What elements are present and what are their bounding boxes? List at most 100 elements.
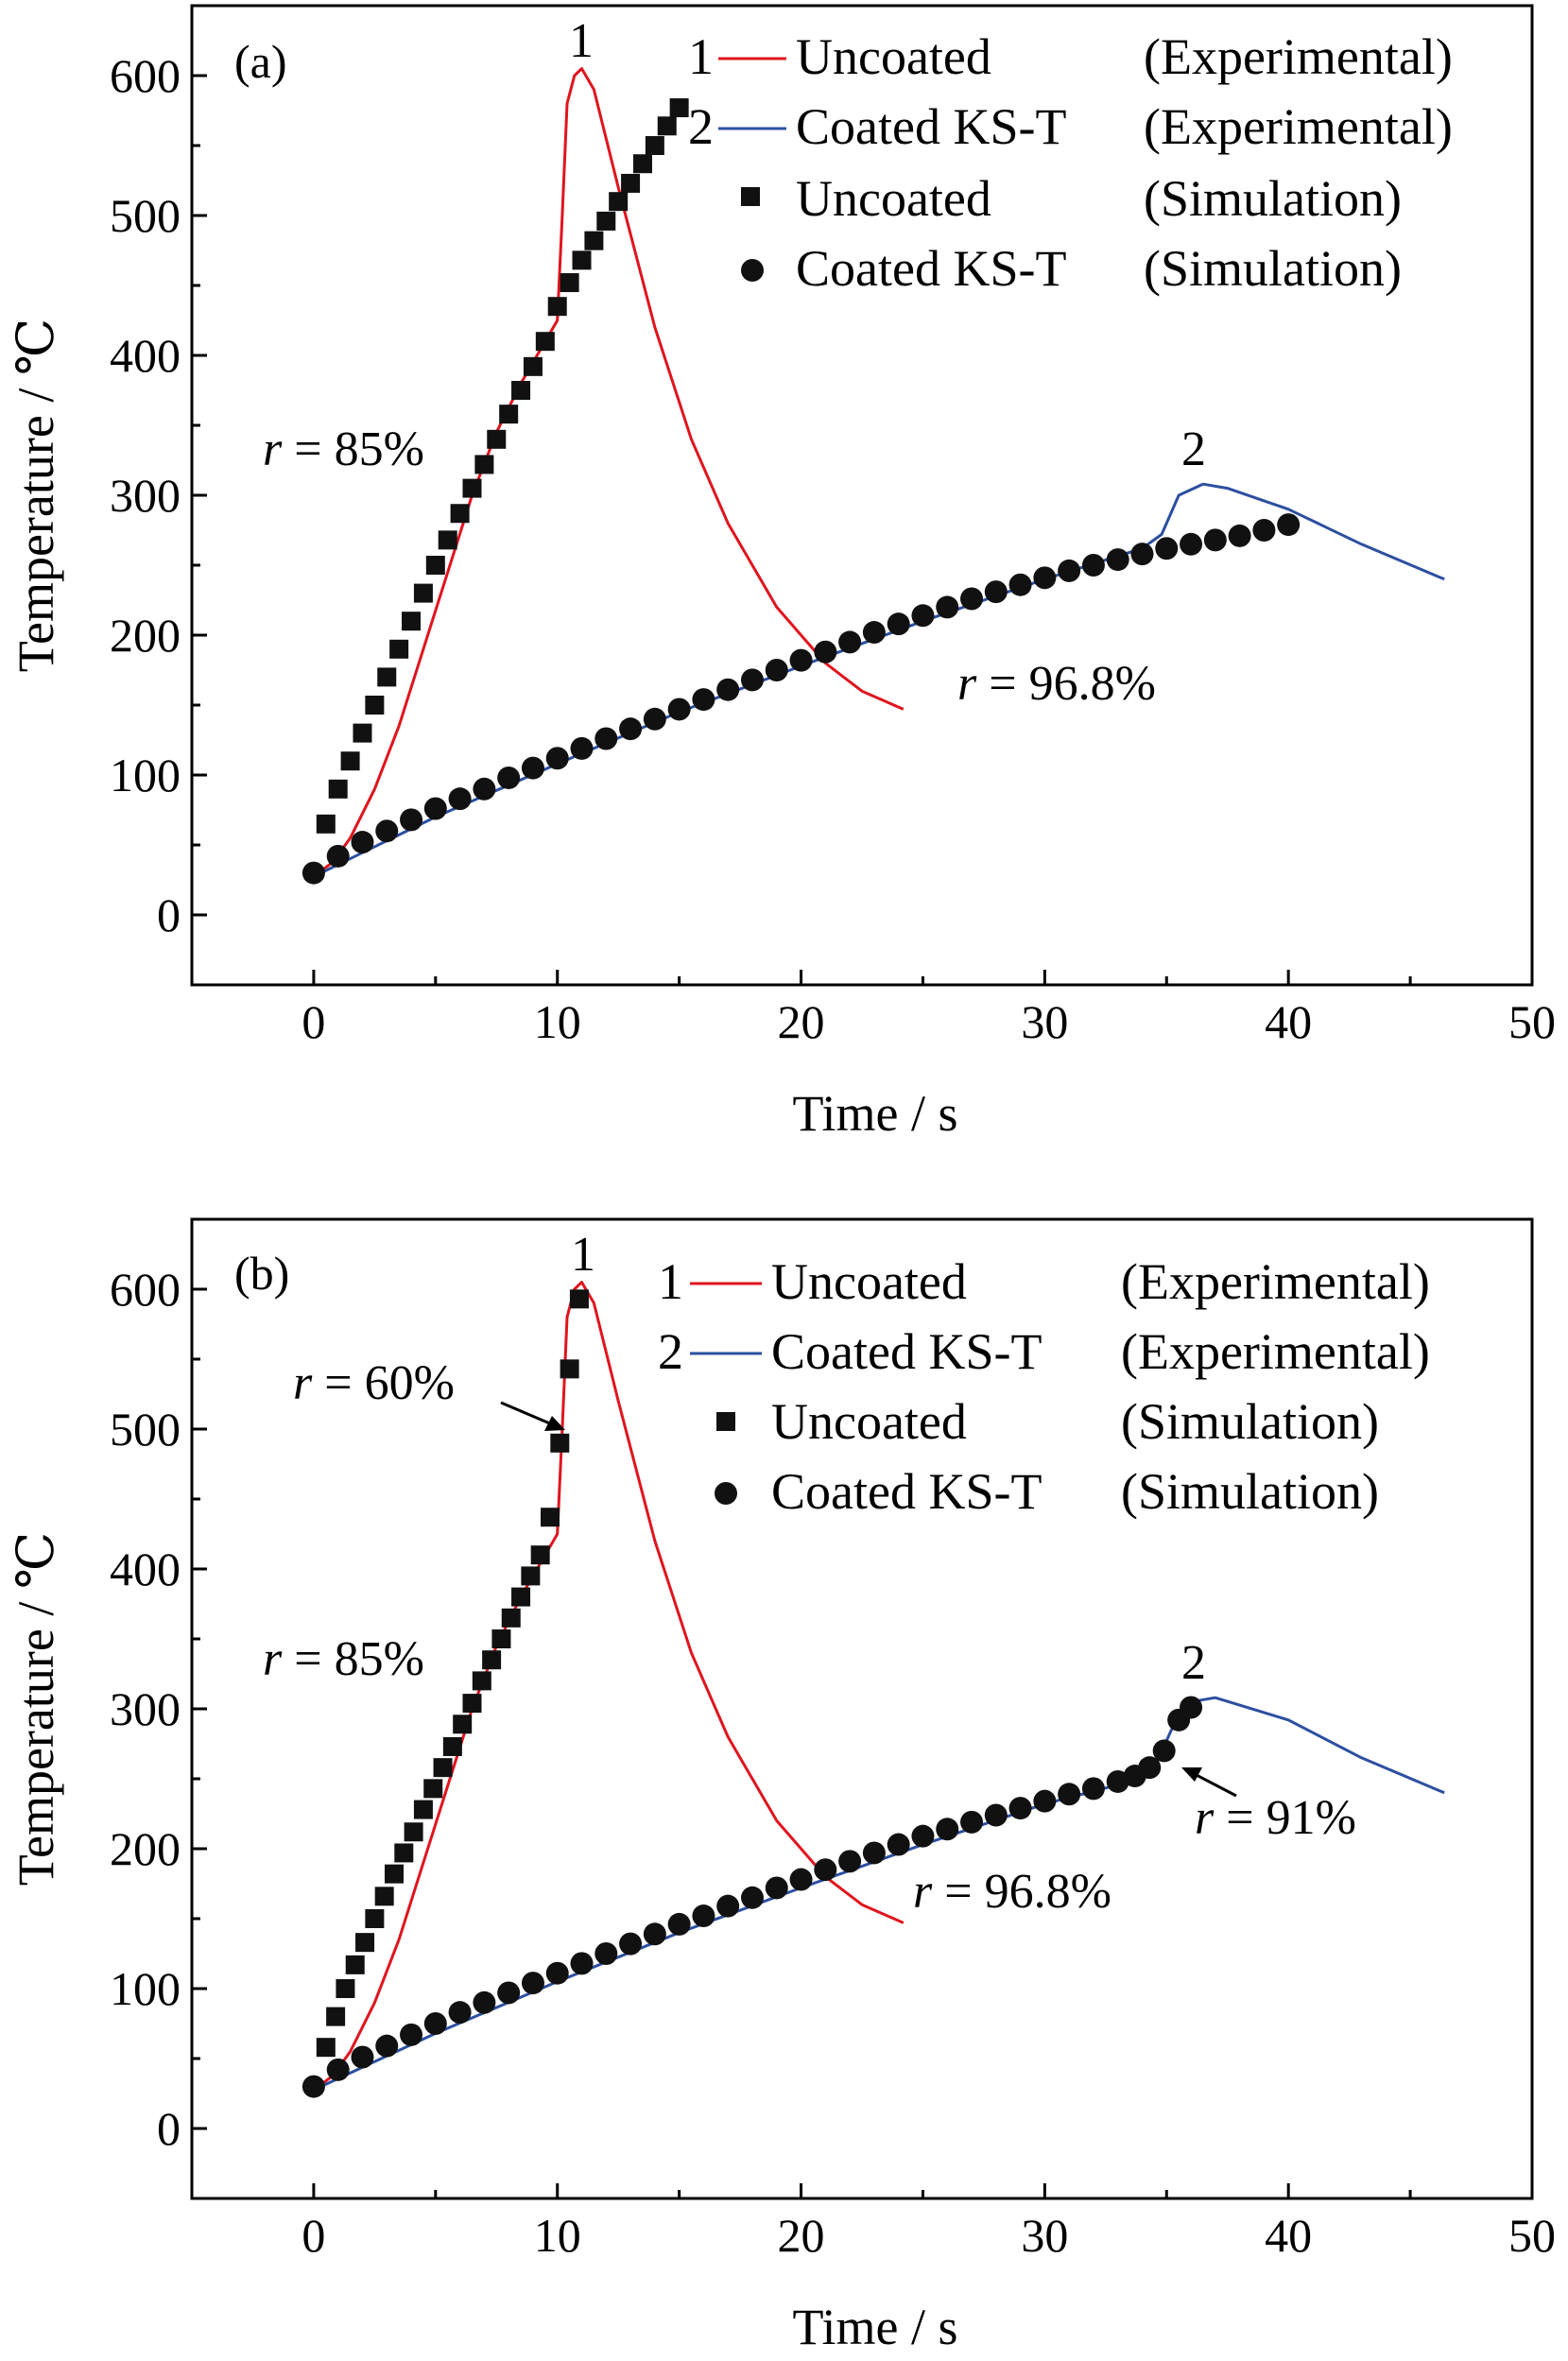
data-point-uncoated-sim <box>355 1933 375 1953</box>
data-point-coated-sim <box>326 844 350 868</box>
data-point-coated-sim <box>1180 1696 1203 1719</box>
data-point-uncoated-sim <box>511 1587 531 1607</box>
data-point-coated-sim <box>521 1972 544 1995</box>
data-point-coated-sim <box>838 630 862 654</box>
legend-marker-2: 2 <box>688 98 714 155</box>
data-point-uncoated-sim <box>345 1955 365 1974</box>
peak-label-2: 2 <box>1181 1636 1206 1690</box>
legend: 1 Uncoated (Experimental) 2 Coated KS-T … <box>658 1253 1430 1520</box>
data-point-coated-sim <box>1130 543 1154 566</box>
y-axis-label: Temperature / ℃ <box>8 319 64 672</box>
data-point-coated-sim <box>448 2001 472 2025</box>
data-point-uncoated-sim <box>560 273 579 293</box>
data-point-uncoated-sim <box>404 1822 423 1842</box>
data-point-coated-sim <box>1138 1756 1162 1780</box>
data-point-uncoated-sim <box>389 639 409 659</box>
x-tick-label: 50 <box>1508 2209 1556 2262</box>
legend-label-uncoated-sim: Uncoated <box>796 170 991 227</box>
data-point-coated-sim <box>619 1932 643 1956</box>
arrow-r-60 <box>500 1401 565 1431</box>
data-point-uncoated-sim <box>491 1629 511 1648</box>
data-point-uncoated-sim <box>472 1671 491 1691</box>
x-axis-label: Time / s <box>792 1085 957 1142</box>
data-point-uncoated-sim <box>530 1545 550 1565</box>
data-point-uncoated-sim <box>316 2038 336 2058</box>
legend-label-coated-sim: Coated KS-T <box>771 1463 1042 1520</box>
x-axis-label: Time / s <box>792 2299 957 2355</box>
data-point-coated-sim <box>960 1810 984 1834</box>
y-tick-label: 300 <box>110 1682 181 1735</box>
legend-label-coated-exp: Coated KS-T <box>771 1323 1042 1380</box>
x-tick-label: 20 <box>778 2209 825 2262</box>
data-point-coated-sim <box>1008 1797 1032 1820</box>
data-point-coated-sim <box>643 1922 666 1946</box>
legend-note-coated-sim: (Simulation) <box>1144 240 1402 297</box>
data-point-coated-sim <box>302 861 325 885</box>
data-point-uncoated-sim <box>425 556 445 575</box>
data-point-uncoated-sim <box>621 173 641 193</box>
data-point-uncoated-sim <box>413 583 433 603</box>
data-point-uncoated-sim <box>316 814 336 834</box>
x-tick-label: 50 <box>1508 995 1556 1048</box>
data-point-coated-sim <box>692 688 715 712</box>
data-point-uncoated-sim <box>353 723 372 743</box>
data-point-uncoated-sim <box>374 1887 394 1906</box>
legend-marker-1: 1 <box>658 1253 683 1310</box>
legend-circle-marker <box>715 1482 737 1505</box>
x-tick-label: 20 <box>778 995 825 1048</box>
data-point-uncoated-sim <box>569 1289 589 1309</box>
data-point-coated-sim <box>473 1990 496 2014</box>
data-point-uncoated-sim <box>402 612 422 631</box>
data-point-uncoated-sim <box>572 250 592 270</box>
data-point-coated-sim <box>375 2034 399 2058</box>
data-point-uncoated-sim <box>596 211 616 231</box>
data-point-coated-sim <box>497 1981 521 2005</box>
y-tick-label: 0 <box>157 2102 181 2155</box>
data-point-uncoated-sim <box>442 1736 462 1756</box>
series-line-uncoated-exp <box>318 67 905 874</box>
panel-label: (a) <box>234 35 287 88</box>
data-point-coated-sim <box>400 2023 423 2046</box>
data-point-coated-sim <box>1008 573 1032 596</box>
data-point-coated-sim <box>1152 1739 1176 1763</box>
y-tick-label: 0 <box>157 888 181 941</box>
data-point-uncoated-sim <box>423 1779 443 1799</box>
data-point-uncoated-sim <box>632 154 652 174</box>
data-point-uncoated-sim <box>340 751 360 771</box>
peak-label-2: 2 <box>1181 422 1206 476</box>
data-point-uncoated-sim <box>394 1843 414 1863</box>
data-point-coated-sim <box>1180 532 1203 556</box>
data-point-uncoated-sim <box>326 2007 346 2026</box>
series-layer <box>302 1281 1445 2098</box>
data-point-uncoated-sim <box>365 696 385 715</box>
data-point-coated-sim <box>887 1833 910 1856</box>
data-point-uncoated-sim <box>450 504 470 524</box>
legend-note-uncoated-sim: (Simulation) <box>1121 1393 1379 1450</box>
data-point-coated-sim <box>1106 1769 1129 1793</box>
data-point-uncoated-sim <box>474 455 494 474</box>
data-point-uncoated-sim <box>365 1909 385 1928</box>
data-point-uncoated-sim <box>438 530 457 550</box>
data-point-coated-sim <box>351 2045 374 2069</box>
legend: 1 Uncoated (Experimental) 2 Coated KS-T … <box>688 28 1453 297</box>
data-point-coated-sim <box>765 659 788 681</box>
x-tick-label: 40 <box>1265 2209 1312 2262</box>
data-point-coated-sim <box>692 1904 715 1928</box>
data-point-coated-sim <box>1081 1777 1105 1801</box>
data-point-coated-sim <box>375 819 399 843</box>
data-point-uncoated-sim <box>499 405 519 424</box>
data-point-uncoated-sim <box>482 1650 502 1670</box>
annotation-r-85: r = 85% <box>263 1632 424 1686</box>
data-point-uncoated-sim <box>523 356 543 376</box>
data-point-coated-sim <box>545 747 569 770</box>
data-point-coated-sim <box>984 1803 1008 1827</box>
data-point-coated-sim <box>716 678 740 701</box>
data-point-coated-sim <box>423 2012 447 2035</box>
data-point-uncoated-sim <box>462 1694 482 1714</box>
x-tick-label: 0 <box>302 2209 325 2262</box>
legend-note-coated-exp: (Experimental) <box>1144 98 1453 155</box>
series-line-coated-exp <box>319 482 1445 874</box>
y-tick-label: 600 <box>110 49 181 102</box>
